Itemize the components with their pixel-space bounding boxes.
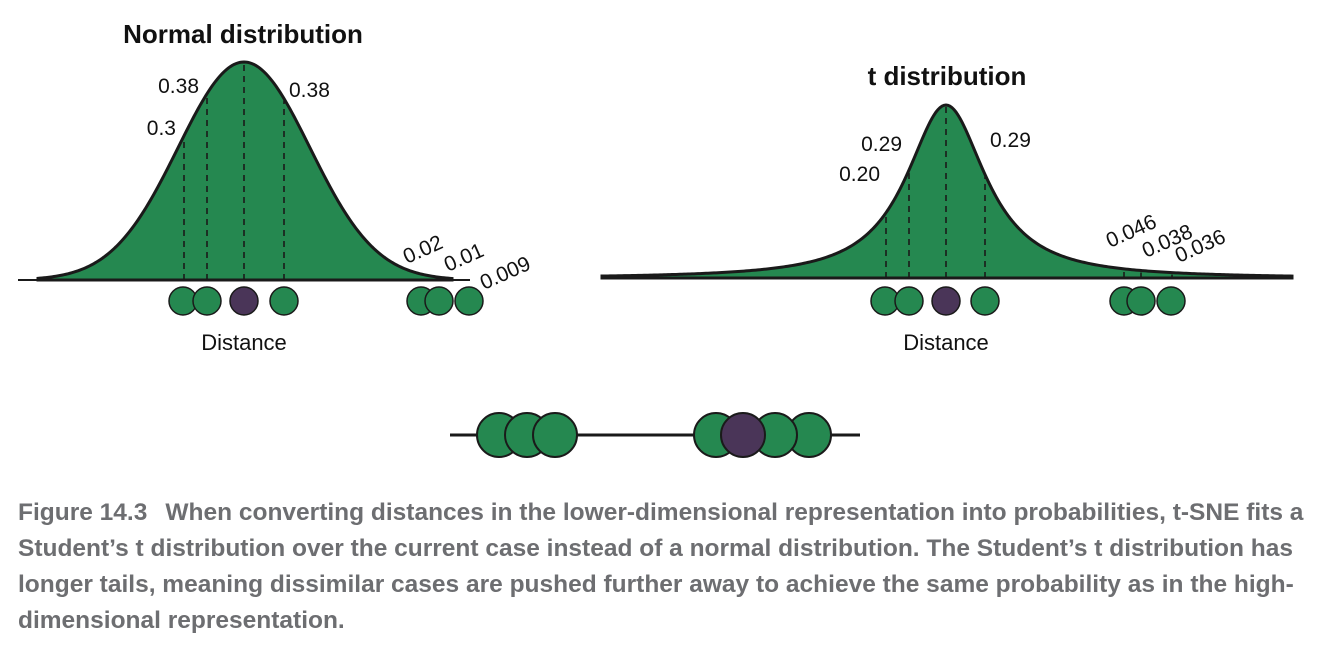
normal-label-right: 0.38 [289,79,330,102]
embedded-current-case [720,412,766,458]
far-point [1126,286,1156,316]
distribution-figure: Normal distribution 0.38 0.3 0.38 0.02 0… [18,19,1294,458]
normal-panel-title: Normal distribution [123,19,363,49]
far-point [454,286,484,316]
normal-curve [36,60,454,282]
t-label-left-outer: 0.20 [839,163,880,186]
t-label-right: 0.29 [990,129,1031,152]
current-case-point [229,286,259,316]
low-dimensional-line [450,412,860,458]
t-distance-label: Distance [903,330,989,355]
near-point [894,286,924,316]
normal-label-left-inner: 0.38 [158,75,199,98]
t-dashed-lines [885,107,1173,278]
t-panel-title: t distribution [868,61,1027,91]
t-curve [600,103,1294,280]
caption-text: When converting distances in the lower-d… [18,499,1304,634]
t-points [870,286,1186,316]
near-point [269,286,299,316]
figure-number: Figure 14.3 [18,499,148,526]
t-distribution-panel: t distribution 0.29 0.20 0.29 0.046 0.03… [600,61,1294,355]
far-point [424,286,454,316]
normal-dashed-lines [183,64,285,280]
normal-distance-label: Distance [201,330,287,355]
near-point [970,286,1000,316]
normal-label-tail-1: 0.02 [400,231,447,269]
current-case-point [931,286,961,316]
figure-caption: Figure 14.3 When converting distances in … [18,495,1313,639]
normal-label-left-outer: 0.3 [147,117,176,140]
t-label-left-inner: 0.29 [861,133,902,156]
embedded-point [532,412,578,458]
far-point [1156,286,1186,316]
normal-points [168,286,484,316]
normal-distribution-panel: Normal distribution 0.38 0.3 0.38 0.02 0… [18,19,534,355]
near-point [192,286,222,316]
